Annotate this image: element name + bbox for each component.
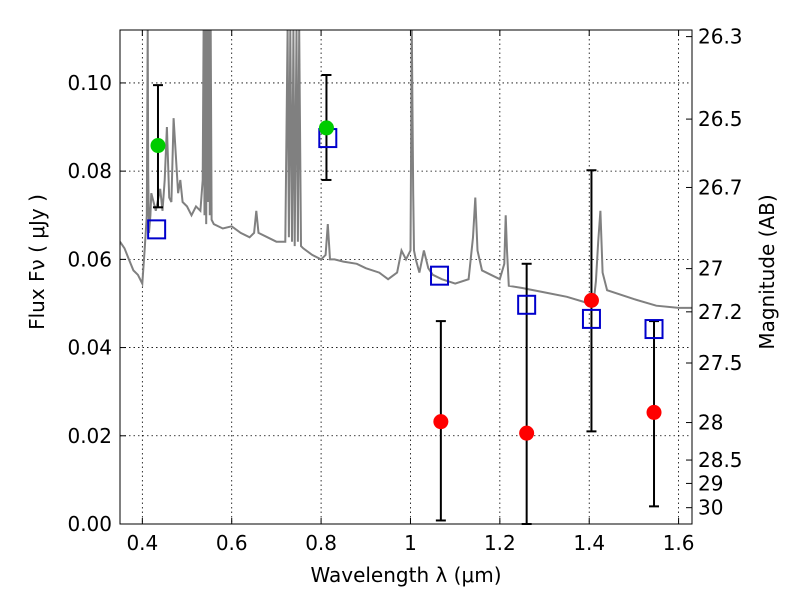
right-tick-label: 27.2 (698, 300, 743, 324)
axis-tick-labels: 0.4 0.6 0.8 1 1.2 1.4 1.6 0.00 0.02 0.04 0.06 0.08 0… (67, 25, 742, 555)
model-photometry-point (147, 219, 167, 240)
upper-limit-point (646, 404, 662, 420)
x-tick-label: 0.4 (126, 531, 158, 555)
y-tick-label: 0.04 (67, 336, 112, 360)
y-tick-label: 0.08 (67, 159, 112, 183)
x-tick-label: 0.8 (305, 531, 337, 555)
model-photometry-point (581, 308, 601, 329)
x-tick-label: 1.6 (663, 531, 695, 555)
model-photometry-point (430, 265, 450, 286)
right-tick-label: 27.5 (698, 351, 743, 375)
y-tick-label: 0.10 (67, 71, 112, 95)
right-tick-label: 26.3 (698, 25, 743, 49)
upper-limit-point (433, 414, 449, 430)
detection-point (150, 138, 166, 154)
error-bars (152, 73, 660, 525)
right-tick-label: 26.5 (698, 107, 743, 131)
right-axis-label: Magnitude (AB) (755, 194, 779, 349)
model-photometry-series (147, 128, 664, 340)
x-axis-label: Wavelength λ (μm) (310, 563, 501, 587)
model-sed-series (120, 30, 692, 309)
right-tick-label: 27 (698, 257, 723, 281)
right-tick-label: 29 (698, 471, 723, 495)
axis-ticks (120, 30, 692, 525)
plot-frame (119, 29, 693, 525)
x-tick-label: 1 (404, 531, 417, 555)
model-sed-line (120, 30, 692, 309)
x-tick-label: 1.4 (573, 531, 605, 555)
detection-point (318, 120, 334, 136)
y-axis-label: Flux Fν ( μJy ) (25, 194, 49, 330)
measured-photometry-series (150, 120, 662, 441)
x-tick-label: 1.2 (484, 531, 516, 555)
x-tick-label: 0.6 (216, 531, 248, 555)
right-tick-label: 28.5 (698, 448, 743, 472)
right-tick-label: 26.7 (698, 175, 743, 199)
upper-limit-point (519, 425, 535, 441)
y-tick-label: 0.02 (67, 424, 112, 448)
model-photometry-point (644, 319, 664, 340)
right-tick-label: 28 (698, 411, 723, 435)
model-photometry-point (517, 294, 537, 315)
right-tick-label: 30 (698, 496, 723, 520)
upper-limit-point (583, 292, 599, 308)
y-tick-label: 0.06 (67, 247, 112, 271)
y-tick-label: 0.00 (67, 512, 112, 536)
